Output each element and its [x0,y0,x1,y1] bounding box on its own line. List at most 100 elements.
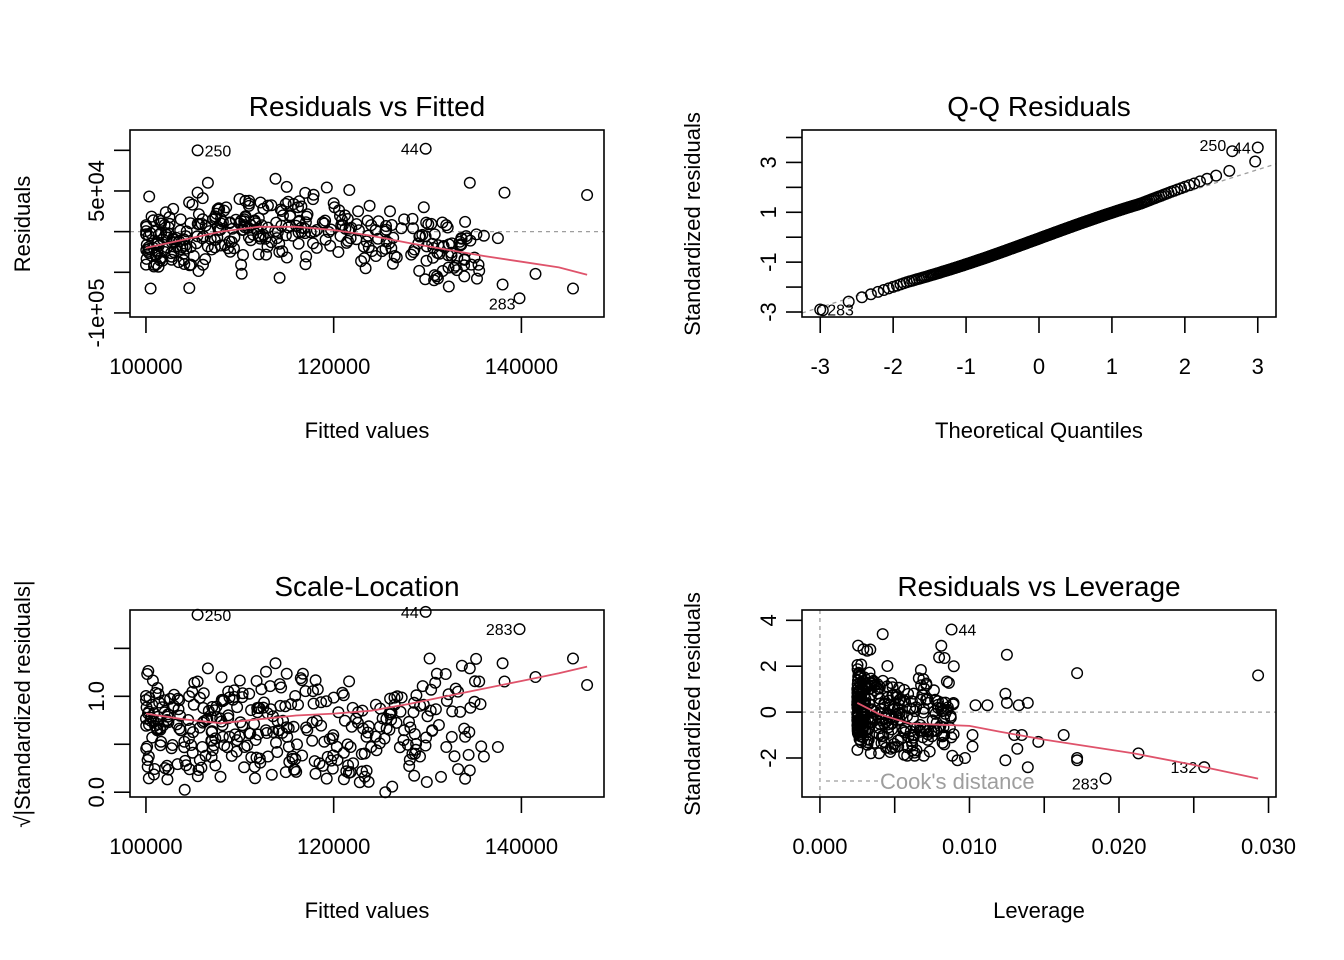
data-point [160,759,173,772]
data-point [947,698,960,711]
data-point [857,684,870,697]
data-point [180,759,193,772]
data-point [420,216,433,229]
data-point [307,188,320,201]
data-point [362,241,375,254]
data-point [442,280,455,293]
data-point [429,703,442,716]
data-point [199,253,212,266]
data-point [1210,169,1223,182]
data-point [260,665,273,678]
data-point [431,272,444,285]
data-point [191,770,204,783]
data-point [173,722,186,735]
data-point [416,680,429,693]
x-axis-label: Fitted values [305,898,430,923]
data-point [1193,175,1206,188]
data-point [238,761,251,774]
data-point [388,249,401,262]
data-point [216,730,229,743]
data-point [338,714,351,727]
data-point [209,212,222,225]
y-axis-label: Standardized residuals [680,592,705,816]
data-point [161,773,174,786]
data-point [273,245,286,258]
data-point [946,749,959,762]
data-point [193,721,206,734]
smooth-line [856,702,1259,780]
data-point [432,719,445,732]
data-point [419,230,432,243]
data-point [264,703,277,716]
data-point [853,684,866,697]
data-point [320,772,333,785]
data-point [458,253,471,266]
smooth-line [145,665,588,725]
data-point [419,739,432,752]
data-point [470,228,483,241]
data-point [410,689,423,702]
data-point [241,739,254,752]
data-point [881,660,894,673]
data-point [384,205,397,218]
data-point [290,765,303,778]
data-point [326,762,339,775]
data-point [215,671,228,684]
data-point [156,701,169,714]
data-point [451,251,464,264]
data-point [362,775,375,788]
data-point [339,222,352,235]
data-point [201,176,214,189]
data-point [337,773,350,786]
data-point [386,780,399,793]
data-point [325,754,338,767]
data-point [940,675,953,688]
data-point [455,232,468,245]
point-label: 283 [486,622,513,639]
data-point [393,741,406,754]
data-point [852,715,865,728]
data-point [384,692,397,705]
data-point [316,216,329,229]
data-point [355,748,368,761]
data-point [936,730,949,743]
data-point [945,731,958,744]
data-point [307,685,320,698]
data-point [269,657,282,670]
data-point [201,240,214,253]
data-point [916,688,929,701]
data-point [149,249,162,262]
data-point [385,218,398,231]
data-point [248,760,261,773]
labeled-point [419,142,432,155]
x-tick-label: 120000 [297,834,370,859]
data-point [280,251,293,264]
data-point [427,251,440,264]
data-point [397,734,410,747]
data-point [270,216,283,229]
x-tick-label: 0.030 [1241,834,1296,859]
data-point [332,245,345,258]
x-tick-label: 0 [1033,354,1045,379]
panel-qq-residuals: Q-Q Residuals Theoretical Quantiles Stan… [680,91,1277,443]
x-tick-label: 120000 [297,354,370,379]
point-label: 44 [1233,140,1251,157]
data-point [361,726,374,739]
data-point [886,681,899,694]
data-point [293,214,306,227]
data-point [231,701,244,714]
data-point [279,197,292,210]
data-point [299,186,312,199]
data-point [369,223,382,236]
data-point [441,221,454,234]
data-point [864,288,877,301]
y-tick-label: 3 [756,156,781,168]
data-point [150,258,163,271]
data-point [852,670,865,683]
x-tick-label: -3 [810,354,830,379]
data-point [969,699,982,712]
data-point [152,688,165,701]
x-axis-label: Theoretical Quantiles [935,418,1143,443]
data-point [283,755,296,768]
data-point [233,192,246,205]
